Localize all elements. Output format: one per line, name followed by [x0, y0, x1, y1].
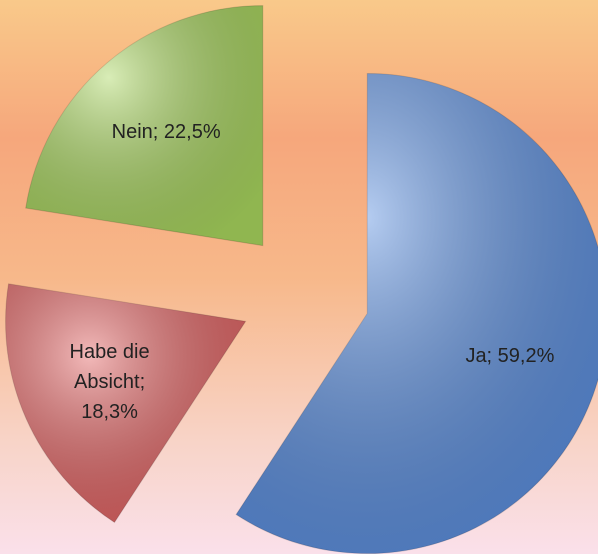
data-label: Habe die Absicht; 18,3%: [69, 340, 150, 423]
pie-slice: [235, 73, 598, 554]
data-label: Nein; 22,5%: [111, 121, 221, 144]
data-label: Ja; 59,2%: [465, 344, 555, 367]
